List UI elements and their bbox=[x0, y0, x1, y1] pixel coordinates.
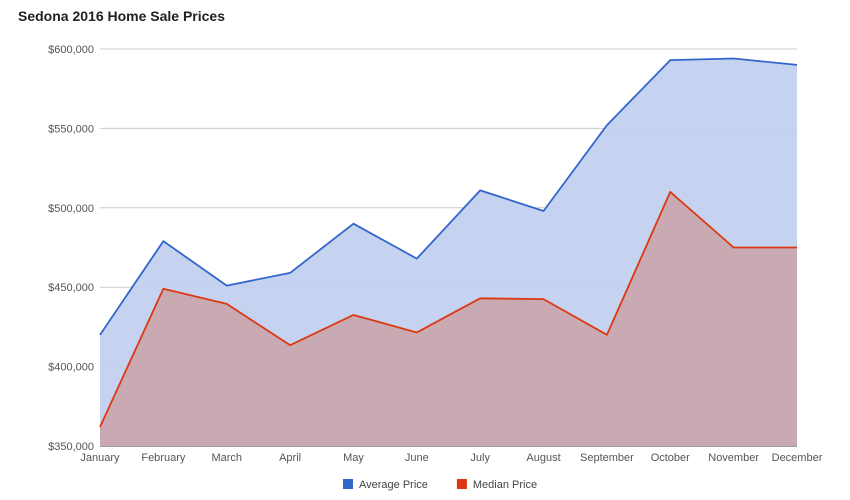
chart-areas bbox=[100, 58, 797, 446]
y-tick-label: $350,000 bbox=[48, 441, 94, 453]
line-average-price bbox=[99, 57, 798, 336]
x-tick-label: July bbox=[470, 452, 490, 464]
x-tick-label: May bbox=[343, 452, 364, 464]
chart-lines bbox=[99, 57, 798, 428]
x-tick-label: April bbox=[279, 452, 301, 464]
x-tick-label: November bbox=[708, 452, 759, 464]
y-axis-ticks: $600,000 $550,000 $500,000 $450,000 $400,000… bbox=[48, 44, 94, 453]
x-tick-label: August bbox=[526, 452, 560, 464]
x-tick-label: February bbox=[141, 452, 186, 464]
chart-title: Sedona 2016 Home Sale Prices bbox=[18, 8, 225, 24]
x-tick-label: September bbox=[580, 452, 634, 464]
line-median-price bbox=[99, 191, 797, 428]
legend-swatch bbox=[343, 479, 353, 489]
y-tick-label: $400,000 bbox=[48, 362, 94, 374]
x-axis-ticks: January February March April May June July Augu… bbox=[80, 452, 822, 464]
area-median-price bbox=[100, 191, 797, 446]
x-tick-label: January bbox=[80, 452, 120, 464]
x-tick-label: June bbox=[405, 452, 429, 464]
legend-swatch bbox=[456, 479, 467, 489]
legend: Average Price Median Price bbox=[343, 479, 537, 491]
x-tick-label: March bbox=[211, 452, 242, 464]
y-tick-label: $550,000 bbox=[48, 123, 94, 135]
y-tick-label: $600,000 bbox=[48, 44, 94, 56]
x-tick-label: October bbox=[651, 452, 690, 464]
legend-label: Average Price bbox=[359, 479, 428, 491]
x-tick-label: December bbox=[772, 452, 823, 464]
y-tick-label: $450,000 bbox=[48, 282, 94, 294]
legend-label: Median Price bbox=[473, 479, 537, 491]
y-tick-label: $500,000 bbox=[48, 203, 94, 215]
